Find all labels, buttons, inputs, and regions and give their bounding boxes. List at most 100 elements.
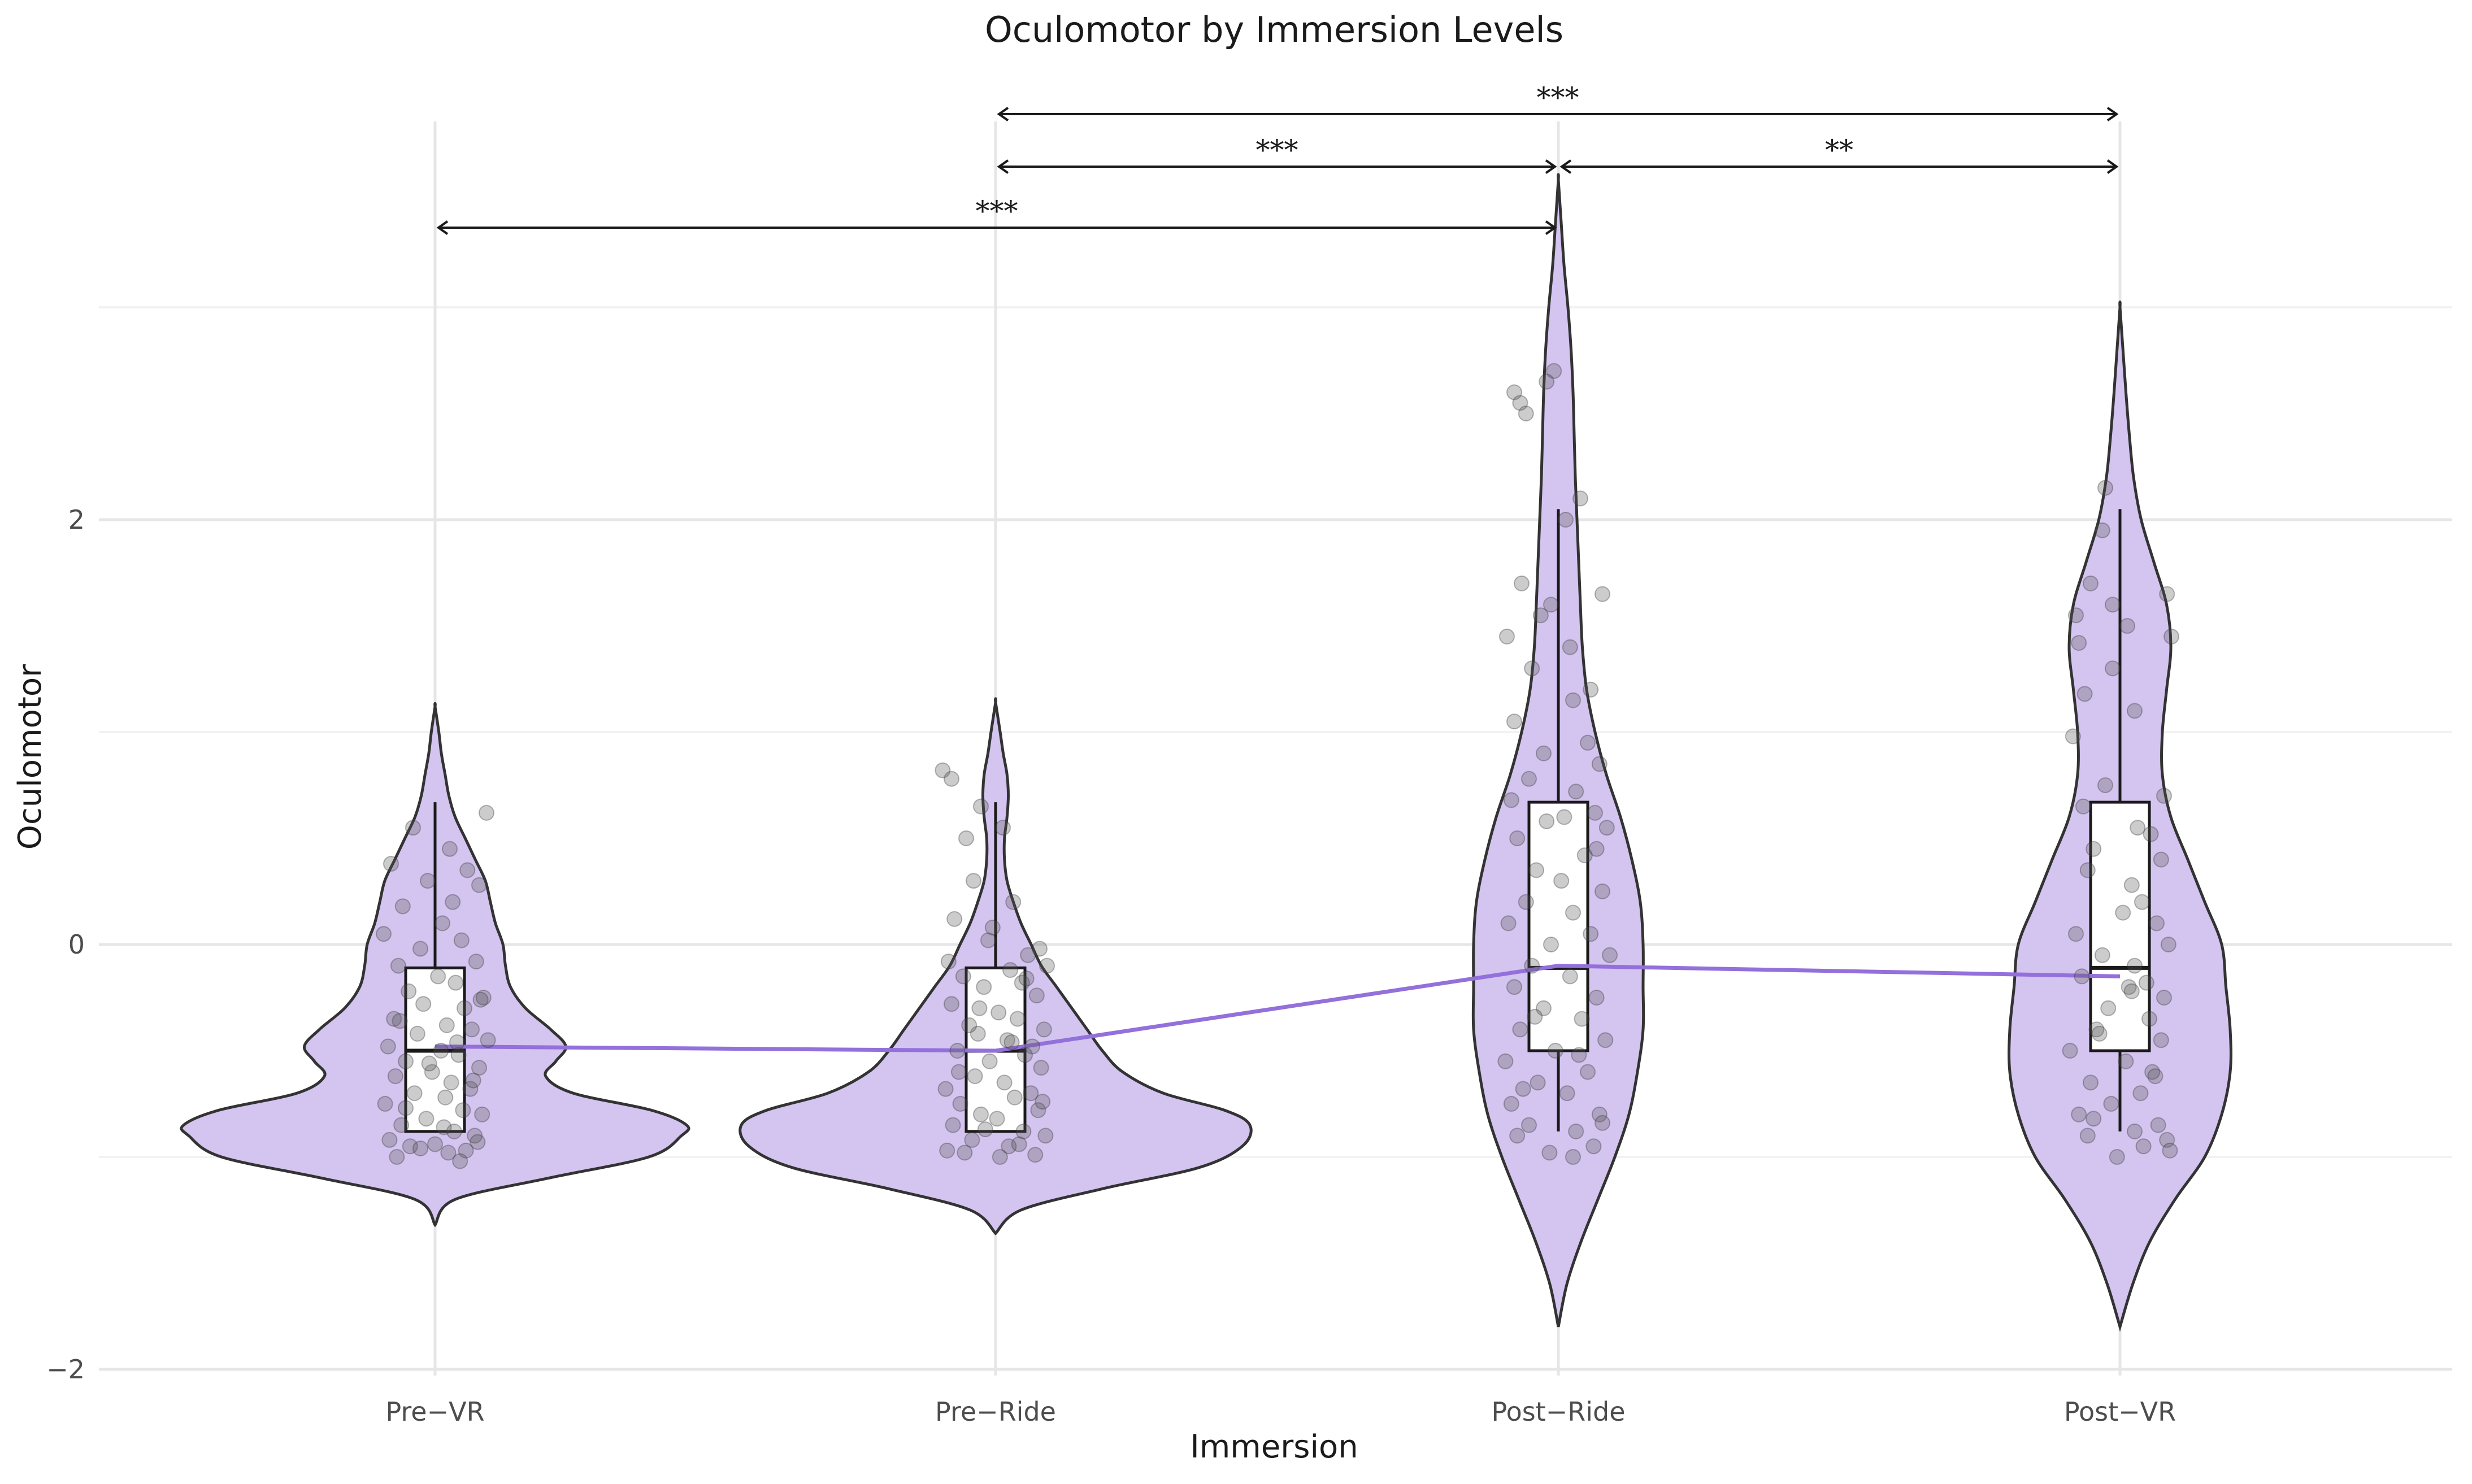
box-iqr	[1527, 800, 1589, 1052]
data-point	[1576, 847, 1593, 864]
data-point	[2130, 820, 2146, 836]
data-point	[1514, 575, 1530, 591]
data-point	[470, 1134, 486, 1150]
data-point	[999, 1032, 1015, 1048]
data-point	[2159, 1132, 2175, 1148]
data-point	[2123, 983, 2140, 999]
data-point	[2159, 586, 2175, 602]
data-point	[2097, 777, 2113, 793]
data-point	[976, 979, 992, 995]
data-point	[1039, 958, 1055, 974]
data-point	[1001, 1138, 1017, 1155]
data-point	[436, 1119, 452, 1135]
data-point	[1562, 968, 1578, 985]
y-axis-title: Oculomotor	[12, 664, 49, 850]
data-point	[2109, 1149, 2125, 1165]
data-point	[952, 1096, 968, 1112]
data-point	[418, 1111, 435, 1127]
data-point	[1591, 1106, 1608, 1122]
data-point	[2127, 703, 2143, 719]
data-point	[462, 1081, 479, 1097]
data-point	[1035, 1094, 1051, 1110]
box-iqr	[2089, 800, 2151, 1052]
data-point	[2097, 480, 2113, 496]
data-point	[2068, 926, 2084, 942]
point-layer	[376, 363, 2179, 1169]
data-point	[376, 926, 392, 942]
data-point	[2153, 1032, 2169, 1048]
data-point	[1037, 1128, 1054, 1144]
data-point	[1524, 660, 1540, 677]
sig-arrowhead	[997, 159, 1009, 174]
data-point	[1541, 1144, 1558, 1161]
data-point	[2160, 937, 2176, 952]
data-point	[1014, 974, 1030, 991]
data-point	[2062, 1043, 2078, 1059]
data-point	[2163, 628, 2179, 645]
data-point	[1005, 894, 1022, 910]
data-point	[1018, 971, 1035, 987]
data-point	[380, 1038, 396, 1055]
data-point	[2075, 798, 2091, 815]
data-point	[2071, 635, 2087, 651]
data-point	[1528, 862, 1544, 878]
data-point	[1556, 809, 1572, 825]
data-point	[2147, 1068, 2163, 1085]
data-point	[980, 932, 996, 948]
x-tick-label: Post−Ride	[1491, 1396, 1625, 1427]
data-point	[2150, 1117, 2166, 1133]
data-point	[2141, 1011, 2157, 1027]
data-point	[412, 941, 428, 957]
data-point	[961, 1017, 977, 1033]
axis-layer: −2 0 2 Pre−VR Pre−Ride Post−Ride Post−VR	[46, 504, 2176, 1427]
sig-label: ***	[976, 195, 1018, 228]
data-point	[1497, 1053, 1514, 1069]
data-point	[471, 1060, 487, 1076]
data-point	[1543, 937, 1559, 952]
data-point	[398, 1053, 414, 1069]
data-point	[1032, 941, 1048, 957]
data-point	[467, 1128, 483, 1144]
data-point	[1530, 1074, 1546, 1091]
data-point	[935, 762, 951, 778]
data-point	[2083, 1074, 2099, 1091]
data-point	[1585, 1138, 1602, 1155]
data-point	[479, 804, 494, 821]
data-point	[1512, 1021, 1528, 1038]
data-point	[2105, 597, 2121, 613]
data-point	[1527, 1008, 1543, 1025]
data-point	[448, 974, 464, 991]
data-point	[433, 1043, 449, 1059]
data-point	[446, 1123, 462, 1139]
data-point	[2144, 1064, 2161, 1080]
data-point	[1518, 406, 1534, 421]
violin-layer	[180, 173, 2232, 1332]
data-point	[2071, 1106, 2087, 1122]
data-point	[453, 932, 470, 948]
sig-arrowhead	[436, 220, 449, 235]
data-point	[2127, 958, 2143, 974]
data-point	[449, 1034, 465, 1050]
data-point	[1027, 1147, 1044, 1163]
data-point	[421, 1055, 437, 1072]
data-point	[430, 968, 446, 985]
data-point	[946, 911, 963, 927]
data-point	[381, 1132, 398, 1148]
data-point	[1010, 1011, 1026, 1027]
data-point	[1595, 586, 1610, 602]
y-tick-label: 2	[68, 504, 85, 535]
chart-title: Oculomotor by Immersion Levels	[985, 9, 1563, 50]
data-point	[937, 1081, 954, 1097]
data-point	[1568, 784, 1584, 800]
data-point	[977, 1121, 993, 1138]
data-point	[390, 958, 406, 974]
data-point	[420, 873, 436, 889]
sig-arrowhead	[1545, 159, 1557, 174]
data-point	[474, 1106, 490, 1122]
data-point	[939, 1142, 955, 1159]
data-point	[475, 990, 492, 1006]
sig-arrowhead	[1545, 220, 1557, 235]
data-point	[1011, 1136, 1027, 1152]
